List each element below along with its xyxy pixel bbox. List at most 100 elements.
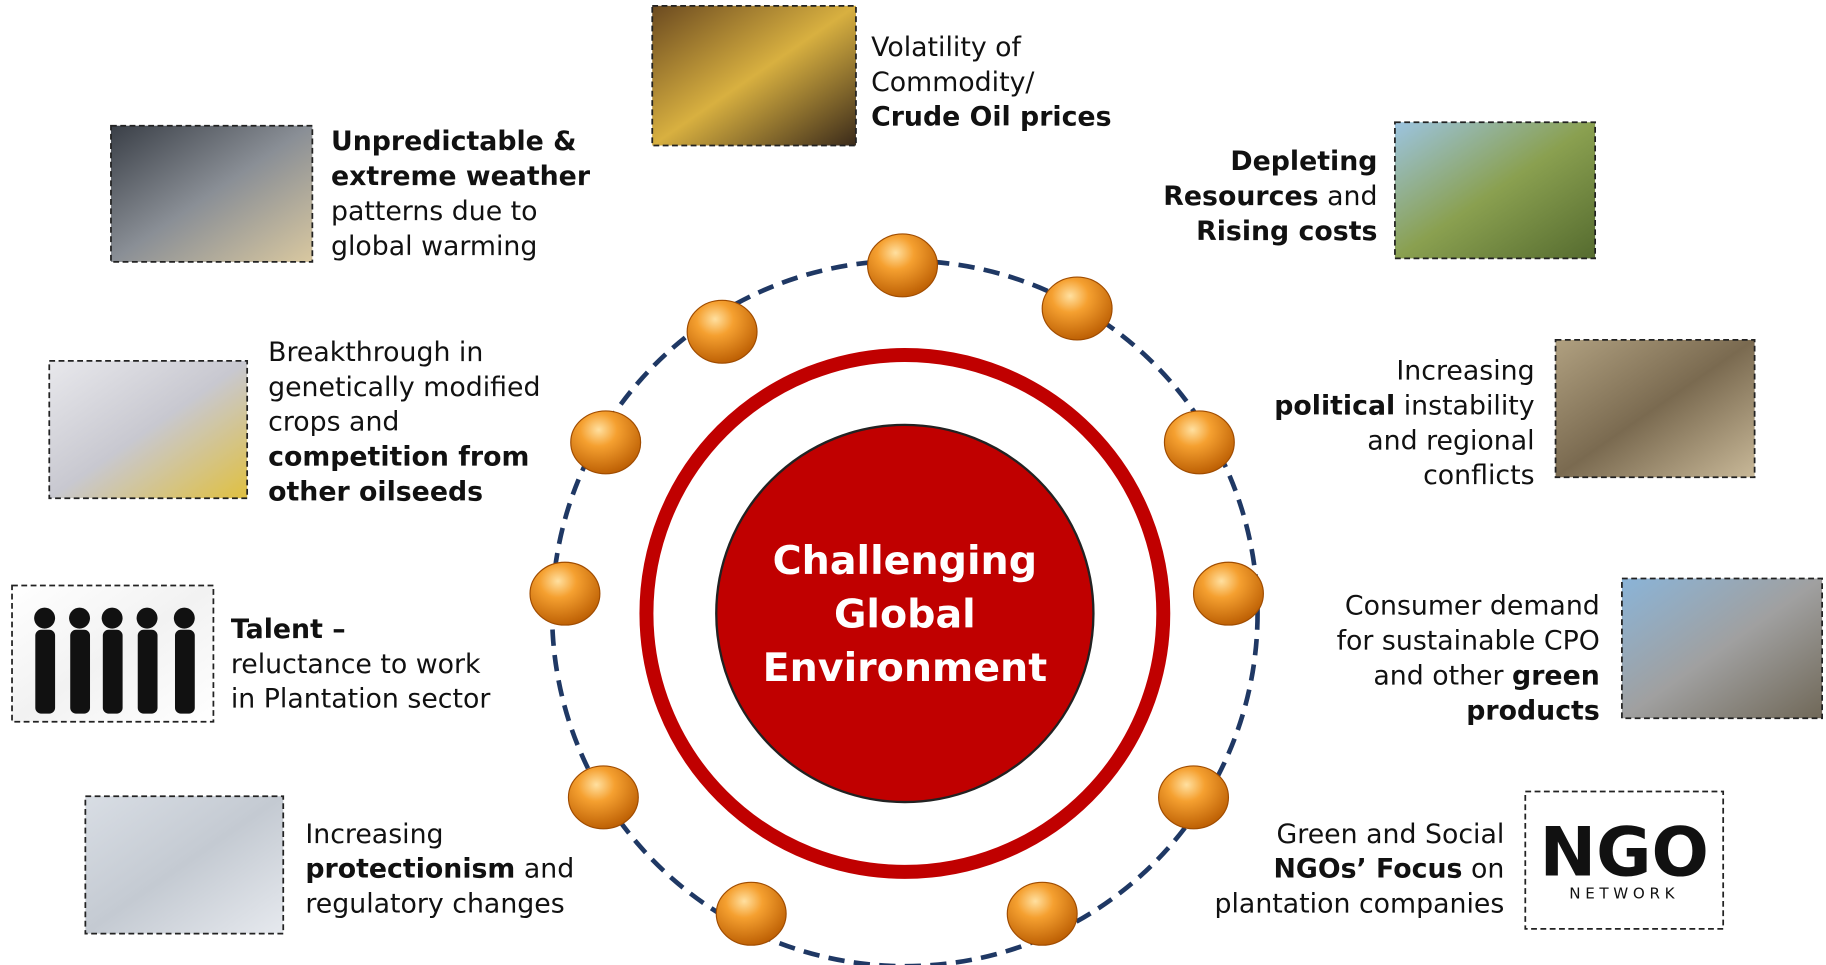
text-run: conflicts [1423, 460, 1535, 491]
ngo-logo-subtitle: NETWORK [1569, 885, 1679, 903]
item-text-line: in Plantation sector [231, 684, 491, 715]
text-run: other oilseeds [268, 477, 483, 508]
text-run: regulatory changes [305, 889, 564, 920]
text-run: green [1512, 660, 1600, 691]
text-run: for sustainable CPO [1337, 626, 1600, 657]
item-text-line: Talent – [231, 614, 346, 645]
center-label: Challenging [773, 538, 1037, 584]
item-text-line: patterns due to [331, 196, 538, 227]
center-label: Environment [763, 645, 1048, 691]
item-text-line: extreme weather [331, 161, 591, 192]
item-text-line: Commodity/ [871, 67, 1035, 98]
item-text-line: Unpredictable & [331, 126, 577, 157]
item-text-line: for sustainable CPO [1337, 626, 1600, 657]
silhouette [34, 608, 55, 629]
item-image [652, 6, 856, 146]
text-run: Unpredictable & [331, 126, 577, 157]
item-text-line: Green and Social [1277, 819, 1505, 850]
item-text-line: NGOs’ Focus on [1273, 854, 1504, 885]
item-image [49, 361, 247, 498]
item-image [1395, 122, 1595, 258]
item-text-line: global warming [331, 231, 537, 262]
item-image [1556, 340, 1755, 477]
item-text-line: competition from [268, 442, 529, 473]
item-text-line: Breakthrough in [268, 337, 483, 368]
silhouette [137, 608, 158, 629]
text-run: crops and [268, 407, 399, 438]
text-run: Volatility of [871, 32, 1021, 63]
center-label: Global [834, 591, 976, 637]
text-run: Increasing [1396, 355, 1534, 386]
text-run: Talent – [231, 614, 346, 645]
item-text-line: Consumer demand [1345, 591, 1600, 622]
orbit-ball [1164, 411, 1234, 474]
orbit-ball [716, 882, 786, 945]
text-run: reluctance to work [231, 649, 481, 680]
text-run: global warming [331, 231, 537, 262]
item-text-line: other oilseeds [268, 477, 483, 508]
orbit-ball [868, 234, 938, 297]
text-run: protectionism [305, 854, 515, 885]
text-run: plantation companies [1214, 889, 1504, 920]
diagram: Challenging Global Environment Volatility o… [0, 0, 1826, 965]
item-text-line: genetically modified [268, 372, 540, 403]
silhouette [174, 608, 195, 629]
silhouette [102, 608, 123, 629]
item-text-line: Increasing [305, 819, 443, 850]
orbit-ball [1042, 277, 1112, 340]
item-image [111, 126, 312, 262]
orbit-ball [1007, 882, 1077, 945]
item-text-line: reluctance to work [231, 649, 481, 680]
text-run: Consumer demand [1345, 591, 1600, 622]
text-run: extreme weather [331, 161, 591, 192]
silhouette [69, 608, 90, 629]
orbit-ball [1159, 766, 1229, 829]
text-run: Rising costs [1196, 216, 1377, 247]
orbit-ball [571, 411, 641, 474]
silhouette [138, 630, 158, 714]
orbit-ball [530, 562, 600, 625]
item-text-line: Rising costs [1196, 216, 1377, 247]
text-run: instability [1395, 390, 1535, 421]
item-text-line: products [1466, 695, 1600, 726]
silhouette [35, 630, 55, 714]
text-run: Resources [1163, 181, 1318, 212]
text-run: Depleting [1230, 146, 1377, 177]
item-text-line: protectionism and [305, 854, 574, 885]
text-run: patterns due to [331, 196, 538, 227]
item-text-line: conflicts [1423, 460, 1535, 491]
text-run: on [1462, 854, 1504, 885]
silhouette [175, 630, 195, 714]
text-run: Commodity/ [871, 67, 1035, 98]
text-run: Crude Oil prices [871, 102, 1111, 133]
text-run: NGOs’ Focus [1273, 854, 1462, 885]
text-run: Green and Social [1277, 819, 1505, 850]
silhouette [103, 630, 123, 714]
item-text-line: Volatility of [871, 32, 1021, 63]
text-run: and other [1373, 660, 1512, 691]
text-run: and [515, 854, 574, 885]
item-text-line: Crude Oil prices [871, 102, 1111, 133]
orbit-ball [687, 300, 757, 363]
item-image [1622, 579, 1822, 719]
item-text-line: and other green [1373, 660, 1599, 691]
text-run: Breakthrough in [268, 337, 483, 368]
item-text-line: Increasing [1396, 355, 1534, 386]
item-image [85, 796, 283, 933]
item-text-line: Depleting [1230, 146, 1377, 177]
item-text-line: Resources and [1163, 181, 1377, 212]
item-text-line: crops and [268, 407, 399, 438]
item-text-line: political instability [1274, 390, 1535, 421]
orbit-ball [568, 766, 638, 829]
text-run: in Plantation sector [231, 684, 491, 715]
text-run: genetically modified [268, 372, 540, 403]
item-text-line: and regional [1367, 425, 1534, 456]
silhouette [70, 630, 90, 714]
text-run: products [1466, 695, 1600, 726]
item-text-line: plantation companies [1214, 889, 1504, 920]
orbit-ball [1194, 562, 1264, 625]
text-run: competition from [268, 442, 529, 473]
text-run: political [1274, 390, 1395, 421]
ngo-logo-title: NGO [1540, 812, 1709, 891]
text-run: and regional [1367, 425, 1534, 456]
